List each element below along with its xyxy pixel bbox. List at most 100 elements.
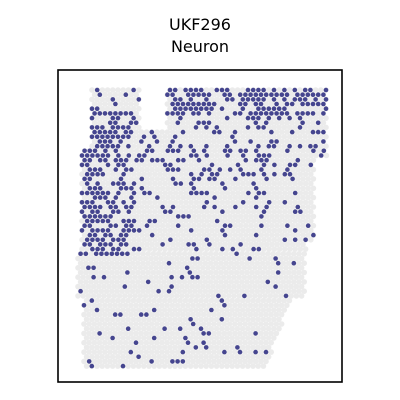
tissue-spot xyxy=(243,194,249,201)
neuron-spot xyxy=(258,101,264,107)
tissue-spot xyxy=(276,190,283,196)
tissue-spot xyxy=(94,297,100,304)
tissue-spot xyxy=(125,96,132,103)
neuron-spot xyxy=(224,87,230,93)
neuron-spot xyxy=(305,223,311,228)
tissue-spot xyxy=(243,241,249,248)
neuron-spot xyxy=(168,162,173,168)
neuron-spot xyxy=(315,120,321,126)
tissue-spot xyxy=(280,288,287,295)
tissue-spot xyxy=(292,218,299,224)
tissue-spot xyxy=(236,265,242,271)
neuron-spot xyxy=(109,251,115,257)
tissue-spot xyxy=(260,344,267,351)
tissue-spot xyxy=(252,274,258,281)
tissue-spot xyxy=(237,321,243,327)
neuron-spot xyxy=(183,106,188,111)
tissue-spot xyxy=(201,185,207,192)
tissue-spot xyxy=(88,279,94,285)
tissue-spot xyxy=(315,110,322,117)
tissue-spot xyxy=(305,185,312,192)
tissue-spot xyxy=(96,293,102,299)
tissue-spot xyxy=(195,339,202,346)
tissue-spot xyxy=(164,120,171,126)
neuron-spot xyxy=(287,171,293,177)
tissue-spot xyxy=(248,166,254,173)
neuron-spot xyxy=(108,214,113,219)
tissue-spot xyxy=(159,166,166,173)
tissue-spot xyxy=(258,185,265,192)
neuron-spot xyxy=(167,87,173,93)
tissue-spot xyxy=(167,105,173,112)
tissue-spot xyxy=(190,349,196,355)
tissue-spot xyxy=(182,115,189,121)
neuron-spot xyxy=(149,148,155,154)
neuron-spot xyxy=(188,181,194,186)
tissue-spot xyxy=(201,110,207,117)
tissue-spot xyxy=(185,120,191,126)
tissue-spot xyxy=(94,354,100,360)
tissue-spot xyxy=(181,251,188,257)
tissue-spot xyxy=(94,96,100,103)
tissue-spot xyxy=(300,176,306,182)
tissue-spot xyxy=(136,218,142,224)
neuron-spot xyxy=(92,186,98,191)
tissue-spot xyxy=(274,222,280,229)
neuron-spot xyxy=(261,190,267,196)
neuron-spot xyxy=(245,125,251,130)
tissue-spot xyxy=(268,120,275,126)
tissue-spot xyxy=(195,311,202,318)
neuron-spot xyxy=(190,274,195,280)
neuron-spot xyxy=(136,246,142,252)
tissue-spot xyxy=(221,110,228,117)
tissue-spot xyxy=(105,237,111,243)
tissue-spot xyxy=(287,180,293,187)
tissue-spot xyxy=(180,166,187,173)
tissue-spot xyxy=(217,222,223,229)
tissue-spot xyxy=(102,339,108,346)
tissue-spot xyxy=(144,157,150,163)
neuron-spot xyxy=(94,87,100,93)
tissue-spot xyxy=(204,180,210,187)
tissue-spot xyxy=(208,363,215,369)
tissue-spot xyxy=(266,180,273,187)
neuron-spot xyxy=(219,106,225,111)
neuron-spot xyxy=(190,321,196,327)
tissue-spot xyxy=(194,293,201,299)
tissue-spot xyxy=(100,208,106,215)
tissue-spot xyxy=(219,115,225,121)
neuron-spot xyxy=(139,157,145,163)
tissue-spot xyxy=(239,297,246,304)
tissue-spot xyxy=(280,260,287,267)
tissue-spot xyxy=(295,185,301,192)
tissue-spot xyxy=(315,148,322,154)
tissue-spot xyxy=(278,293,284,299)
neuron-spot xyxy=(214,171,220,177)
tissue-spot xyxy=(152,171,158,177)
tissue-spot xyxy=(286,124,293,131)
neuron-spot xyxy=(82,242,87,247)
tissue-spot xyxy=(102,120,108,126)
neuron-spot xyxy=(191,186,197,191)
tissue-spot xyxy=(287,227,293,234)
tissue-spot xyxy=(150,260,157,267)
neuron-spot xyxy=(235,345,240,350)
tissue-spot xyxy=(169,349,176,355)
tissue-spot xyxy=(128,241,135,248)
tissue-spot xyxy=(144,166,150,173)
neuron-spot xyxy=(282,106,287,111)
tissue-spot xyxy=(103,269,110,276)
neuron-spot xyxy=(272,162,277,168)
neuron-spot xyxy=(113,195,119,200)
tissue-spot xyxy=(133,176,140,182)
tissue-spot xyxy=(294,138,301,145)
tissue-spot xyxy=(239,344,246,351)
neuron-spot xyxy=(155,195,160,200)
tissue-spot xyxy=(142,265,149,271)
tissue-spot xyxy=(258,129,264,135)
tissue-spot xyxy=(100,162,106,168)
tissue-spot xyxy=(237,213,244,220)
neuron-spot xyxy=(188,171,194,177)
tissue-spot xyxy=(174,265,180,271)
tissue-spot xyxy=(318,134,324,140)
